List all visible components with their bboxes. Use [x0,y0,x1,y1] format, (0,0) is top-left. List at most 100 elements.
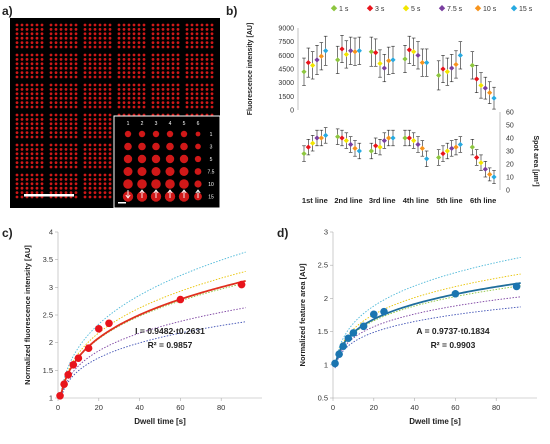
array-spot [190,88,194,91]
array-spot [117,41,121,44]
array-spot [20,28,24,31]
lower-point [310,140,316,146]
array-spot [108,75,112,79]
array-spot [54,122,58,126]
array-spot [93,66,97,70]
array-spot [98,161,102,165]
array-spot [64,191,68,195]
micrograph-image: 1 2 3 4 5 6 1 3 5 7.5 10 15 [15,23,221,209]
array-spot [190,66,194,70]
array-spot [59,23,63,27]
array-spot [69,191,73,195]
array-spot [156,58,160,61]
array-spot [200,96,204,100]
upper-point [339,46,345,52]
array-spot [98,143,102,147]
inset-scale-bar [118,202,126,204]
array-spot [166,71,170,74]
array-spot [127,96,131,100]
array-spot [88,118,92,121]
array-spot [74,45,78,49]
data-point [349,329,358,337]
lower-point [491,174,497,180]
array-spot [108,96,112,100]
array-spot [176,53,180,57]
array-spot [142,23,146,27]
array-spot [25,92,29,96]
array-spot [20,173,24,177]
y-tick-label: 4 [49,228,53,237]
inset-spot [152,142,160,151]
array-spot [59,45,63,49]
array-spot [54,66,58,70]
array-spot [88,191,92,195]
array-spot [69,178,73,181]
array-spot [176,83,180,87]
array-spot [74,58,78,61]
array-spot [30,53,34,57]
array-spot [74,135,78,139]
array-spot [40,66,44,70]
array-spot [210,105,214,109]
array-spot [117,105,121,109]
array-spot [137,41,141,44]
array-spot [176,58,180,61]
array-spot [161,45,165,49]
array-spot [171,96,175,100]
array-spot [83,41,87,44]
array-spot [15,32,19,36]
array-spot [98,75,102,79]
array-spot [64,58,68,61]
array-spot [200,83,204,87]
lower-point [469,144,475,150]
array-spot [59,101,63,104]
array-spot [25,113,29,117]
array-spot [117,88,121,91]
array-spot [88,186,92,190]
array-spot [103,23,107,27]
array-spot [171,75,175,79]
array-spot [15,135,19,139]
array-spot [127,58,131,61]
array-spot [190,53,194,57]
array-spot [54,178,58,181]
array-spot [93,113,97,117]
array-spot [64,178,68,181]
lower-point [323,132,329,139]
array-spot [93,156,97,160]
array-spot [69,156,73,160]
array-spot [30,135,34,139]
array-spot [25,62,29,66]
array-spot [156,36,160,40]
array-spot [54,101,58,104]
lower-point [487,171,493,178]
upper-point [411,49,417,55]
array-spot [40,186,44,190]
array-spot [210,66,214,70]
array-spot [64,96,68,100]
array-spot [161,62,165,66]
array-spot [30,191,34,195]
array-spot [40,62,44,66]
array-spot [103,143,107,147]
array-spot [74,83,78,87]
array-spot [142,36,146,40]
array-spot [93,101,97,104]
array-spot [64,32,68,36]
array-spot [25,182,29,186]
array-spot [122,88,126,91]
array-spot [93,182,97,186]
array-spot [83,32,87,36]
array-spot [35,113,39,117]
array-spot [190,23,194,27]
array-spot [69,126,73,130]
array-spot [74,71,78,74]
array-spot [59,92,63,96]
array-spot [40,165,44,169]
array-spot [195,32,199,36]
array-spot [20,126,24,130]
array-spot [49,161,53,165]
array-spot [93,186,97,190]
array-spot [185,41,189,44]
array-spot [156,66,160,70]
